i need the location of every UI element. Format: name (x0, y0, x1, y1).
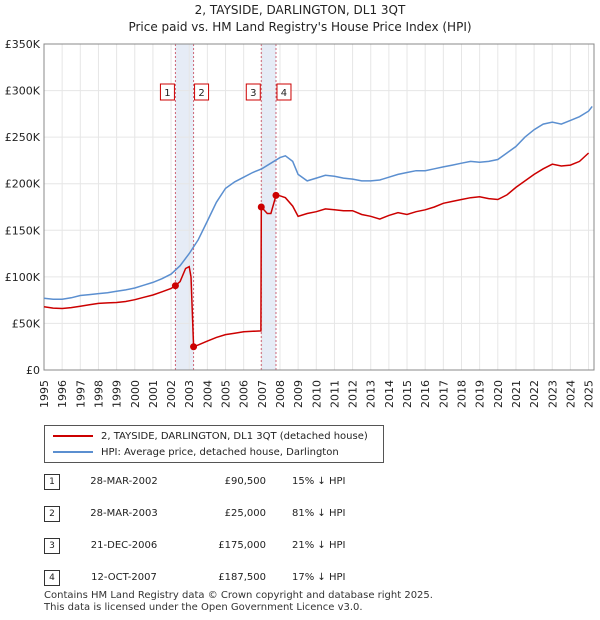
footer-copyright: Contains HM Land Registry data © Crown c… (44, 590, 433, 601)
x-tick-label: 2020 (492, 380, 505, 408)
transaction-number: 3 (44, 538, 60, 554)
x-tick-label: 1996 (56, 380, 69, 408)
chart-legend: 2, TAYSIDE, DARLINGTON, DL1 3QT (detache… (44, 425, 384, 463)
x-tick-label: 1998 (92, 380, 105, 408)
sale-marker-label: 4 (281, 88, 287, 99)
y-tick-label: £100K (5, 271, 41, 284)
transaction-date: 28-MAR-2002 (90, 476, 158, 487)
y-tick-label: £350K (5, 38, 41, 51)
sale-point (257, 203, 265, 211)
transaction-date: 12-OCT-2007 (91, 572, 157, 583)
sale-marker-label: 1 (164, 88, 170, 99)
table-row: 4 12-OCT-2007 £187,500 17% ↓ HPI (44, 570, 464, 590)
x-tick-label: 2003 (183, 380, 196, 408)
property-price-line (43, 152, 590, 348)
x-tick-label: 2011 (328, 380, 341, 408)
x-tick-label: 2017 (437, 380, 450, 408)
x-tick-label: 2024 (564, 380, 577, 408)
x-tick-label: 2002 (165, 380, 178, 408)
transaction-hpi-diff: 81% ↓ HPI (292, 508, 346, 519)
transaction-number: 2 (44, 506, 60, 522)
table-row: 3 21-DEC-2006 £175,000 21% ↓ HPI (44, 538, 464, 558)
x-tick-label: 2021 (510, 380, 523, 408)
chart-subtitle: Price paid vs. HM Land Registry's House … (128, 20, 472, 34)
sale-marker-box (159, 83, 175, 101)
y-tick-label: £0 (26, 364, 40, 377)
transaction-hpi-diff: 17% ↓ HPI (292, 572, 346, 583)
legend-label-hpi: HPI: Average price, detached house, Darl… (101, 446, 339, 458)
y-tick-label: £300K (5, 85, 41, 98)
plot-area (44, 44, 594, 370)
sale-point (272, 191, 280, 199)
y-tick-label: £250K (5, 131, 41, 144)
legend-label-property: 2, TAYSIDE, DARLINGTON, DL1 3QT (detache… (101, 430, 368, 442)
transaction-hpi-diff: 21% ↓ HPI (292, 540, 346, 551)
legend-item-property: 2, TAYSIDE, DARLINGTON, DL1 3QT (detache… (53, 428, 368, 444)
shaded-period (261, 44, 276, 370)
x-tick-label: 2001 (147, 380, 160, 408)
x-tick-label: 2012 (347, 380, 360, 408)
x-tick-label: 2010 (310, 380, 323, 408)
transaction-price: £90,500 (224, 476, 266, 487)
transaction-hpi-diff: 15% ↓ HPI (292, 476, 346, 487)
shaded-period (175, 44, 194, 370)
x-tick-label: 1999 (111, 380, 124, 408)
plot-border (43, 43, 595, 371)
sale-marker-label: 2 (198, 88, 204, 99)
y-tick-label: £50K (12, 317, 41, 330)
x-tick-label: 1997 (74, 380, 87, 408)
x-tick-label: 2015 (401, 380, 414, 408)
x-tick-label: 1995 (38, 380, 51, 408)
footer-attribution: Contains HM Land Registry data © Crown c… (44, 590, 433, 614)
x-tick-label: 2013 (365, 380, 378, 408)
x-tick-label: 2005 (220, 380, 233, 408)
legend-swatch-property (53, 435, 93, 437)
hpi-line (43, 105, 593, 300)
price-chart: £0 £50K £100K £150K £200K £250K £300K £350K 1995… (5, 38, 596, 408)
sale-point (190, 343, 198, 351)
x-tick-label: 2006 (238, 380, 251, 408)
sale-marker-label: 3 (250, 88, 256, 99)
transaction-price: £25,000 (224, 508, 266, 519)
transaction-number: 4 (44, 570, 60, 586)
legend-item-hpi: HPI: Average price, detached house, Darl… (53, 444, 339, 460)
transaction-date: 28-MAR-2003 (90, 508, 158, 519)
x-tick-label: 2022 (528, 380, 541, 408)
y-tick-label: £200K (5, 178, 41, 191)
x-tick-label: 2019 (474, 380, 487, 408)
footer-licence: This data is licensed under the Open Gov… (44, 602, 363, 613)
legend-swatch-hpi (53, 451, 93, 453)
transaction-number: 1 (44, 474, 60, 490)
x-tick-label: 2018 (455, 380, 468, 408)
table-row: 2 28-MAR-2003 £25,000 81% ↓ HPI (44, 506, 464, 526)
x-tick-label: 2014 (383, 380, 396, 408)
x-tick-label: 2000 (129, 380, 142, 408)
x-tick-label: 2007 (256, 380, 269, 408)
x-tick-label: 2009 (292, 380, 305, 408)
x-tick-label: 2008 (274, 380, 287, 408)
chart-title: 2, TAYSIDE, DARLINGTON, DL1 3QT (194, 3, 406, 17)
x-tick-label: 2004 (201, 380, 214, 408)
transaction-price: £187,500 (218, 572, 266, 583)
y-tick-label: £150K (5, 224, 41, 237)
transaction-date: 21-DEC-2006 (90, 540, 158, 551)
transaction-price: £175,000 (218, 540, 266, 551)
x-tick-label: 2016 (419, 380, 432, 408)
sale-marker-box (194, 83, 210, 101)
sale-marker-box (276, 83, 292, 101)
x-tick-label: 2025 (583, 380, 596, 408)
sale-point (171, 282, 179, 290)
x-tick-label: 2023 (546, 380, 559, 408)
table-row: 1 28-MAR-2002 £90,500 15% ↓ HPI (44, 474, 464, 494)
sale-marker-box (245, 83, 261, 101)
